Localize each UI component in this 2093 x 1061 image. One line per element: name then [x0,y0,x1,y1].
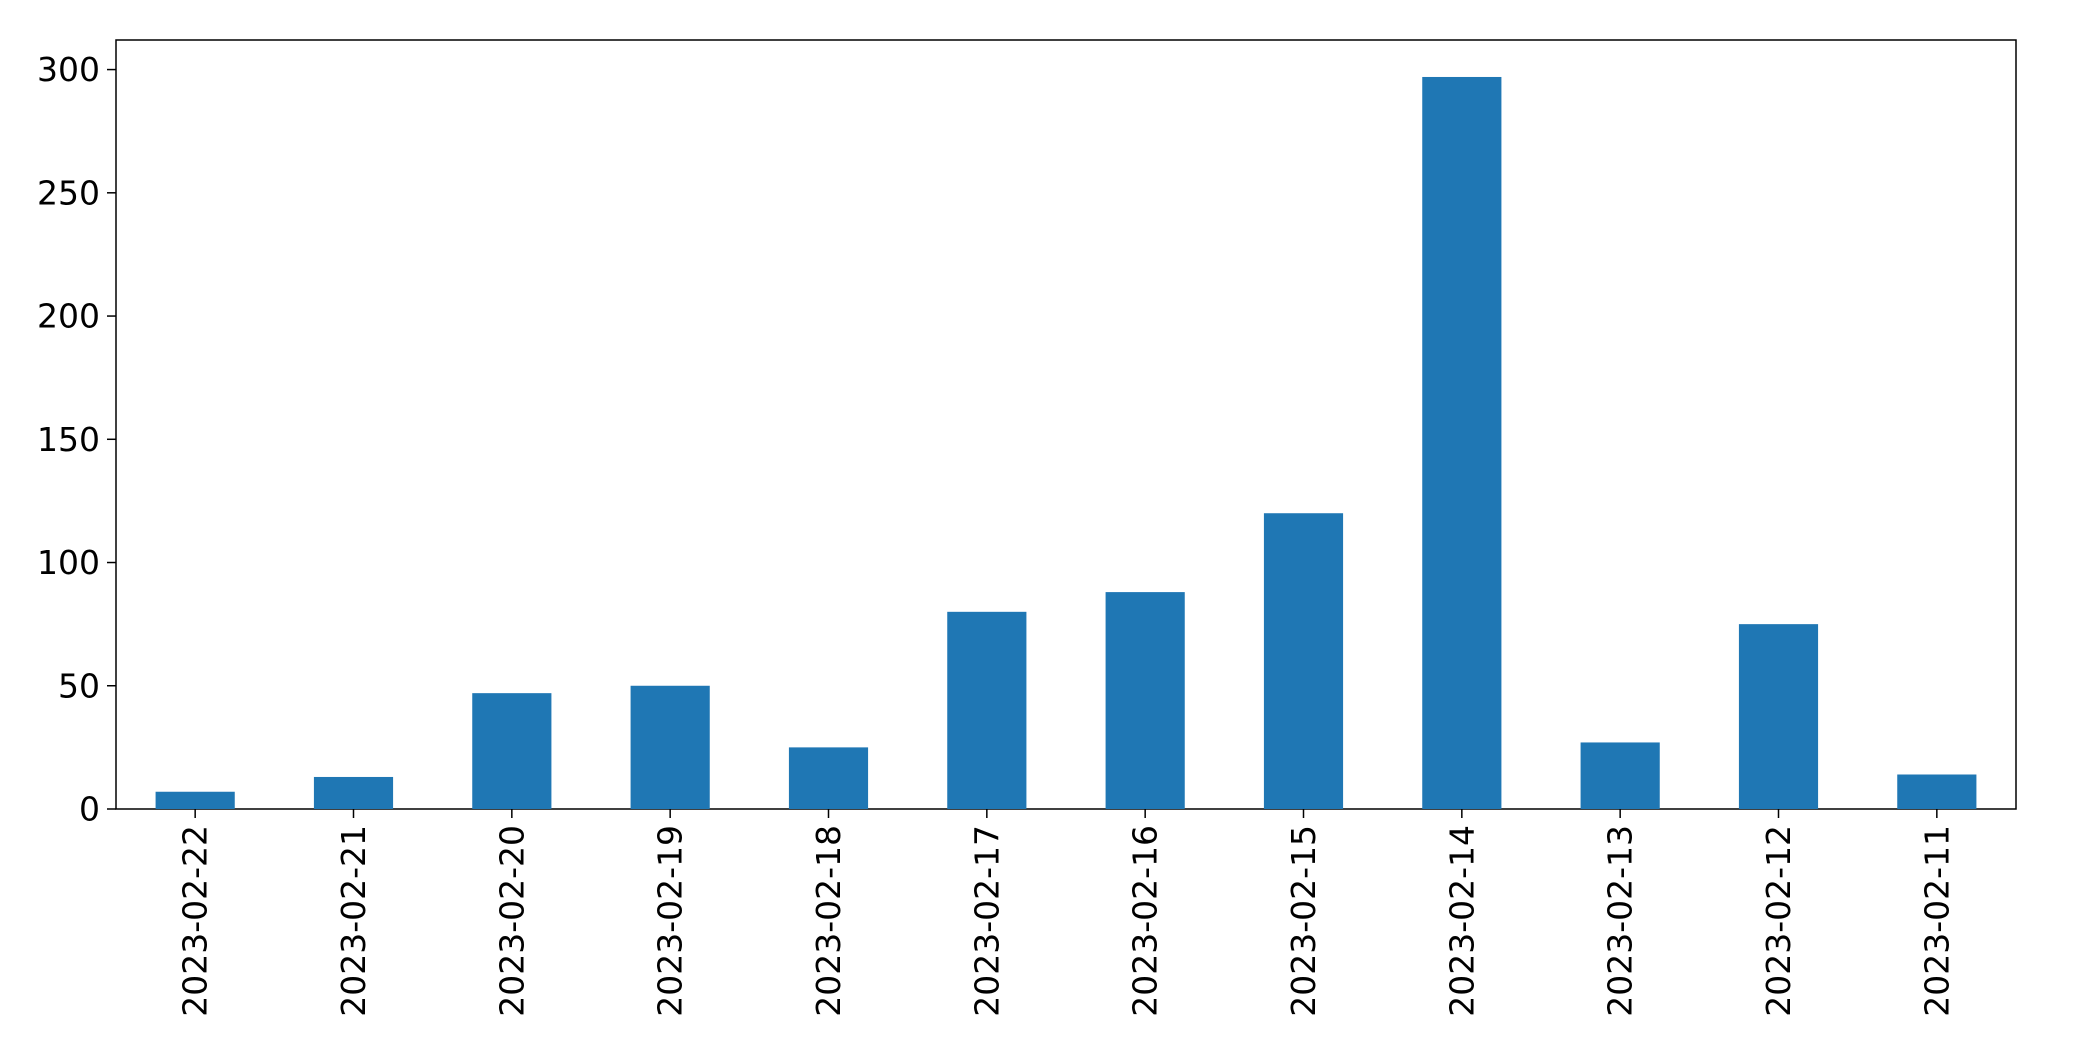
x-tick-label: 2023-02-22 [176,825,215,1017]
bar-2023-02-12 [1738,624,1819,809]
y-tick-label: 0 [79,790,100,829]
bar-2023-02-18 [788,747,869,809]
bar-2023-02-13 [1580,742,1660,809]
bar-2023-02-21 [313,776,394,809]
y-tick-label: 250 [37,173,100,212]
bar-2023-02-11 [1897,774,1977,809]
x-tick-label: 2023-02-11 [1917,825,1956,1017]
x-tick-label: 2023-02-21 [334,825,373,1017]
x-axis: 2023-02-22 2023-02-21 2023-02-20 2023-02-19… [176,809,1956,1017]
bar-2023-02-22 [155,791,235,809]
x-tick-label: 2023-02-17 [967,825,1006,1017]
x-tick-label: 2023-02-13 [1601,825,1640,1017]
y-tick-label: 100 [37,543,100,582]
y-tick-label: 300 [37,50,100,89]
bars-layer [155,76,1977,810]
y-tick-label: 50 [58,666,100,705]
x-tick-label: 2023-02-14 [1442,825,1481,1017]
bar-2023-02-17 [947,611,1027,809]
x-tick-label: 2023-02-19 [651,825,690,1017]
x-tick-label: 2023-02-16 [1126,825,1165,1017]
plot-frame [115,39,2017,810]
bar-2023-02-20 [472,693,552,809]
x-tick-label: 2023-02-20 [492,825,531,1017]
x-tick-label: 2023-02-15 [1284,825,1323,1017]
x-tick-label: 2023-02-12 [1759,825,1798,1017]
y-axis: 0 50 100 150 200 250 300 [37,50,116,829]
bar-2023-02-19 [630,685,710,809]
y-tick-label: 200 [37,297,100,336]
bar-2023-02-14 [1422,76,1502,810]
bar-2023-02-15 [1263,513,1344,809]
y-tick-label: 150 [37,420,100,459]
x-tick-label: 2023-02-18 [809,825,848,1017]
bar-2023-02-16 [1105,592,1185,809]
